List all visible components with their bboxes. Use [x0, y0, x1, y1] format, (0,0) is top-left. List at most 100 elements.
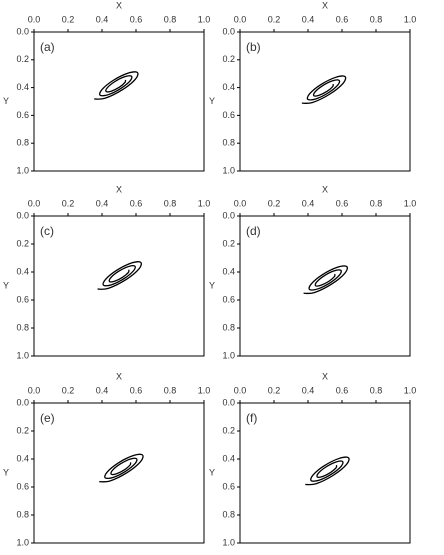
plot-frame	[33, 215, 205, 357]
y-tick-label: 0.8	[222, 509, 235, 519]
y-tick-label: 0.4	[16, 82, 29, 92]
x-axis-label: X	[116, 0, 122, 10]
x-tick-label: 0.2	[62, 385, 75, 395]
plot-frame	[33, 402, 205, 544]
y-tick-label: 0.2	[222, 425, 235, 435]
x-tick-label: 0.6	[336, 14, 349, 24]
panel-label: (c)	[40, 224, 54, 238]
x-tick-label: 0.8	[370, 14, 383, 24]
y-tick-label: 0.2	[222, 54, 235, 64]
data-line	[305, 456, 350, 486]
y-tick-label: 0.6	[16, 294, 29, 304]
x-tick-label: 0.0	[234, 385, 247, 395]
plot-frame	[239, 31, 411, 172]
y-tick-label: 1.0	[222, 537, 235, 547]
panel-label: (b)	[246, 40, 261, 54]
x-tick-label: 1.0	[404, 198, 417, 208]
x-tick-label: 1.0	[404, 14, 417, 24]
x-tick-label: 0.0	[28, 385, 41, 395]
x-tick-label: 0.4	[96, 14, 109, 24]
x-tick-label: 0.0	[28, 198, 41, 208]
x-tick-label: 0.6	[336, 385, 349, 395]
x-tick-label: 0.2	[62, 198, 75, 208]
y-axis-label: Y	[3, 467, 9, 477]
x-axis-label: X	[322, 184, 328, 194]
y-tick-label: 0.0	[222, 397, 235, 407]
panel: 0.0 0.2 0.4 0.6 0.8 1.0 0.0 0.2 0.4 0.6 0.8 1.0 X Y (f…	[209, 371, 416, 547]
y-tick-label: 1.0	[222, 350, 235, 360]
x-tick-label: 0.4	[96, 385, 109, 395]
x-tick-label: 1.0	[404, 385, 417, 395]
x-tick-label: 0.6	[130, 385, 143, 395]
x-axis-label: X	[322, 371, 328, 381]
y-axis-label: Y	[209, 467, 215, 477]
y-tick-label: 0.6	[16, 481, 29, 491]
y-tick-label: 0.4	[16, 453, 29, 463]
plot-frame	[239, 402, 411, 544]
panel: 0.0 0.2 0.4 0.6 0.8 1.0 0.0 0.2 0.4 0.6 0.8 1.0 X Y (c…	[3, 184, 210, 360]
x-tick-label: 0.0	[234, 14, 247, 24]
y-tick-label: 1.0	[16, 537, 29, 547]
x-tick-label: 0.8	[164, 14, 177, 24]
panel-label: (f)	[246, 411, 257, 425]
data-line	[99, 453, 144, 483]
y-tick-label: 1.0	[222, 165, 235, 175]
x-tick-label: 1.0	[198, 14, 211, 24]
y-tick-label: 0.0	[222, 210, 235, 220]
x-tick-label: 0.8	[164, 385, 177, 395]
panel-label: (d)	[246, 224, 261, 238]
x-axis-label: X	[322, 0, 328, 10]
y-tick-label: 0.0	[222, 26, 235, 36]
y-axis-label: Y	[209, 96, 215, 106]
data-line	[301, 75, 347, 104]
plot-frame	[239, 215, 411, 357]
data-line	[94, 71, 139, 100]
y-tick-label: 0.2	[222, 238, 235, 248]
y-tick-label: 0.4	[222, 82, 235, 92]
y-axis-label: Y	[3, 96, 9, 106]
x-axis-label: X	[116, 184, 122, 194]
y-tick-label: 1.0	[16, 350, 29, 360]
x-tick-label: 0.2	[62, 14, 75, 24]
y-tick-label: 1.0	[16, 165, 29, 175]
y-tick-label: 0.8	[16, 322, 29, 332]
x-tick-label: 0.4	[302, 198, 315, 208]
x-tick-label: 0.6	[130, 14, 143, 24]
plot-frame	[33, 31, 205, 172]
x-tick-label: 0.8	[164, 198, 177, 208]
y-tick-label: 0.6	[222, 110, 235, 120]
data-line	[97, 261, 142, 290]
x-tick-label: 0.4	[302, 14, 315, 24]
x-tick-label: 0.2	[268, 385, 281, 395]
panel: 0.0 0.2 0.4 0.6 0.8 1.0 0.0 0.2 0.4 0.6 0.8 1.0 X Y (d…	[209, 184, 416, 360]
data-line	[303, 265, 348, 295]
y-tick-label: 0.0	[16, 397, 29, 407]
panel: 0.0 0.2 0.4 0.6 0.8 1.0 0.0 0.2 0.4 0.6 0.8 1.0 X Y (e…	[3, 371, 210, 547]
y-tick-label: 0.8	[16, 509, 29, 519]
y-tick-label: 0.6	[222, 294, 235, 304]
x-tick-label: 0.4	[302, 385, 315, 395]
y-tick-label: 0.4	[222, 453, 235, 463]
x-tick-label: 0.0	[28, 14, 41, 24]
x-tick-label: 0.2	[268, 14, 281, 24]
y-tick-label: 0.2	[16, 238, 29, 248]
panel-label: (e)	[40, 411, 55, 425]
x-tick-label: 0.8	[370, 385, 383, 395]
x-tick-label: 1.0	[198, 198, 211, 208]
y-axis-label: Y	[3, 280, 9, 290]
y-tick-label: 0.0	[16, 210, 29, 220]
y-tick-label: 0.8	[16, 138, 29, 148]
y-tick-label: 0.8	[222, 138, 235, 148]
x-tick-label: 0.6	[336, 198, 349, 208]
panel: 0.0 0.2 0.4 0.6 0.8 1.0 0.0 0.2 0.4 0.6 0.8 1.0 X Y (a…	[3, 0, 210, 175]
y-tick-label: 0.2	[16, 425, 29, 435]
y-tick-label: 0.4	[16, 266, 29, 276]
y-tick-label: 0.4	[222, 266, 235, 276]
panel: 0.0 0.2 0.4 0.6 0.8 1.0 0.0 0.2 0.4 0.6 0.8 1.0 X Y (b…	[209, 0, 416, 175]
y-tick-label: 0.8	[222, 322, 235, 332]
x-tick-label: 0.4	[96, 198, 109, 208]
x-tick-label: 1.0	[198, 385, 211, 395]
x-axis-label: X	[116, 371, 122, 381]
